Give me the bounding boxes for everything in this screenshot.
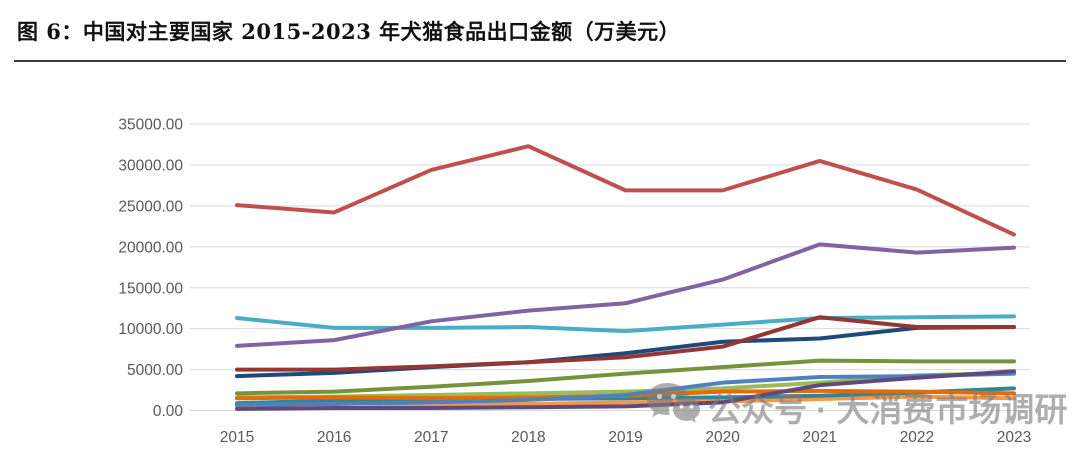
series-line-olive-green [235, 358, 1016, 396]
y-tick-label: 35000.00 [118, 117, 183, 134]
series-line-dark-red [235, 315, 1016, 372]
y-tick-label: 15000.00 [118, 280, 183, 297]
chart-svg: 0.00 5000.00 10000.00 15000.00 20000.00 25000… [118, 117, 1031, 446]
x-tick-label: 2023 [997, 429, 1031, 446]
x-tick-label: 2015 [220, 429, 254, 446]
series-line-dark-teal [235, 386, 1016, 406]
y-tick-label: 10000.00 [118, 321, 183, 338]
series-line-steel-blue [235, 371, 1016, 407]
x-tick-label: 2021 [803, 429, 837, 446]
y-tick-label: 30000.00 [118, 158, 183, 175]
series-line-cyan [235, 314, 1016, 334]
watermark: 公众号 · 大消费市场调研 [646, 381, 1067, 433]
x-tick-label: 2022 [900, 429, 934, 446]
watermark-text: 公众号 · 大消费市场调研 [708, 391, 1068, 428]
y-tick-label: 20000.00 [118, 239, 183, 256]
x-tick-label: 2019 [608, 429, 642, 446]
title-divider [14, 60, 1066, 62]
export-line-chart: 0.00 5000.00 10000.00 15000.00 20000.00 25000… [0, 64, 1080, 455]
y-tick-label: 0.00 [153, 403, 184, 420]
y-tick-label: 5000.00 [127, 362, 183, 379]
x-tick-label: 2018 [511, 429, 545, 446]
series-line-red [235, 144, 1016, 237]
series-line-dark-purple [235, 369, 1016, 411]
x-tick-label: 2020 [705, 429, 740, 446]
x-tick-label: 2017 [414, 429, 448, 446]
wechat-icon [646, 381, 700, 433]
figure-title: 图 6：中国对主要国家 2015-2023 年犬猫食品出口金额（万美元） [17, 19, 681, 44]
x-tick-label: 2016 [317, 429, 351, 446]
series-line-purple [235, 242, 1016, 348]
series-line-navy-blue [235, 325, 1016, 379]
y-tick-label: 25000.00 [118, 198, 183, 215]
